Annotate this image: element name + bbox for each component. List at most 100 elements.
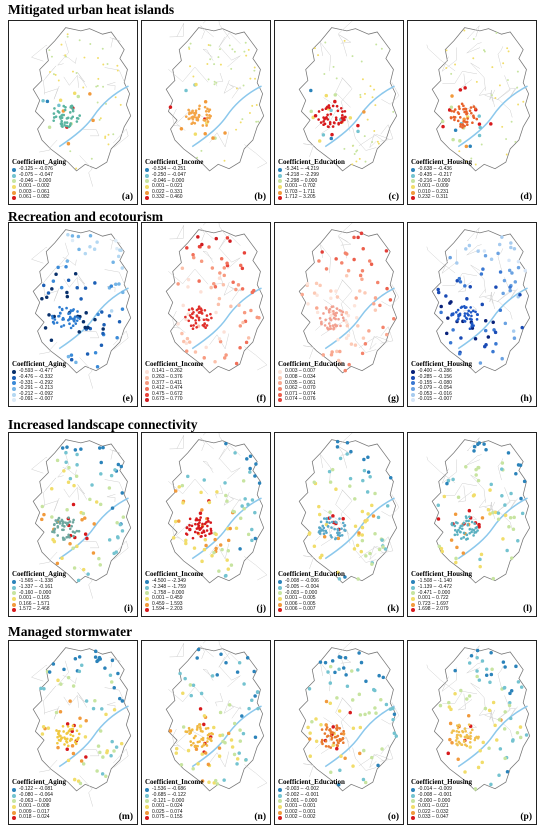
legend-swatch-icon [145,805,149,810]
coefficient-point [502,278,507,283]
coefficient-point [226,538,231,543]
coefficient-point [245,457,249,461]
map-svg [426,227,531,374]
subdistrict-boundary [106,494,116,502]
map-legend: Coefficient_Aging -0.125 – -0.076 -0.075 –… [12,158,66,201]
coefficient-point [466,713,471,718]
coefficient-point [458,150,461,153]
cluster-point [324,744,328,748]
subdistrict-boundary [77,274,88,290]
cluster-point [185,730,189,734]
cluster-point [65,306,68,310]
map-svg [298,433,400,584]
study-area-boundary [165,27,265,172]
coefficient-point [196,156,199,159]
cluster-point [189,324,193,328]
cluster-point [196,531,200,535]
subdistrict-boundary [303,345,314,359]
cluster-point [78,317,81,320]
cluster-point [334,118,338,122]
coefficient-point [249,77,252,80]
coefficient-point [188,527,192,532]
cluster-point [206,107,209,111]
coefficient-point [115,520,119,525]
coefficient-point [104,136,107,139]
cluster-point [473,522,476,525]
coefficient-point [477,133,482,138]
coefficient-point [505,138,508,141]
coefficient-point [213,63,216,66]
coefficient-point [322,534,327,539]
subdistrict-boundary [215,692,224,707]
legend-class-range: 0.141 – 0.262 [152,368,183,375]
cluster-point [190,111,194,114]
subdistrict-boundary [202,250,214,263]
subdistrict-boundary [169,435,184,450]
coefficient-point [317,504,321,509]
coefficient-point [520,325,524,330]
legend-swatch-icon [12,591,16,596]
legend-item: -0.291 – -0.213 [12,386,66,392]
cluster-point [463,312,467,315]
subdistrict-boundary [466,25,480,39]
coefficient-point [214,532,218,537]
subdistrict-boundary [381,494,400,517]
legend-swatch-icon [12,805,16,810]
coefficient-point [85,536,89,541]
coefficient-point [329,313,333,318]
coefficient-point [363,780,368,785]
coefficient-point [451,137,455,142]
coefficient-point [324,723,328,727]
coefficient-point [356,577,360,581]
coefficient-point [209,285,213,290]
subdistrict-boundary [352,329,377,353]
subdistrict-boundary [358,754,389,767]
legend-class-range: -0.593 – -0.477 [19,368,53,375]
legend-class-range: 0.001 – 0.722 [418,595,449,602]
coefficient-point [240,287,245,291]
cluster-point [455,729,458,733]
coefficient-point [73,656,78,661]
cluster-point [201,525,204,529]
legend-swatch-icon [145,810,149,815]
coefficient-point [360,538,365,543]
coefficient-point [456,757,460,762]
cluster-point [68,527,72,531]
coefficient-point [392,731,397,736]
legend-class-range: -0.003 – -0.002 [285,786,319,793]
coefficient-point [218,710,223,715]
subdistrict-boundary [218,444,241,460]
coefficient-point [361,777,366,782]
river [58,85,129,148]
river [324,85,395,148]
coefficient-point [116,671,120,676]
study-area-boundary [32,27,132,172]
legend-title: Coefficient_Housing [411,778,473,787]
cluster-point [467,313,470,317]
coefficient-point [117,282,121,286]
coefficient-point [213,80,216,83]
coefficient-point [191,252,195,257]
cluster-point [202,743,206,747]
coefficient-point [507,703,512,708]
coefficient-point [317,512,322,517]
coefficient-point [229,563,234,567]
subdistrict-boundary [77,72,88,88]
map-legend: Coefficient_Aging -0.122 – -0.081 -0.080 –… [12,778,66,821]
cluster-point [330,737,333,741]
coefficient-point [120,266,124,270]
coefficient-point [174,746,179,751]
cluster-point [476,313,479,316]
cluster-point [462,104,465,108]
coefficient-point [217,296,222,301]
legend-class-range: 0.061 – 0.082 [19,194,50,201]
subdistrict-boundary [79,155,93,187]
coefficient-point [324,522,329,527]
legend-class-range: -0.091 – -0.007 [19,396,53,403]
subdistrict-boundary [82,540,100,549]
coefficient-point [255,315,259,320]
cluster-point [336,533,340,537]
coefficient-point [501,660,506,664]
map-svg [31,439,132,599]
coefficient-point [352,547,357,551]
